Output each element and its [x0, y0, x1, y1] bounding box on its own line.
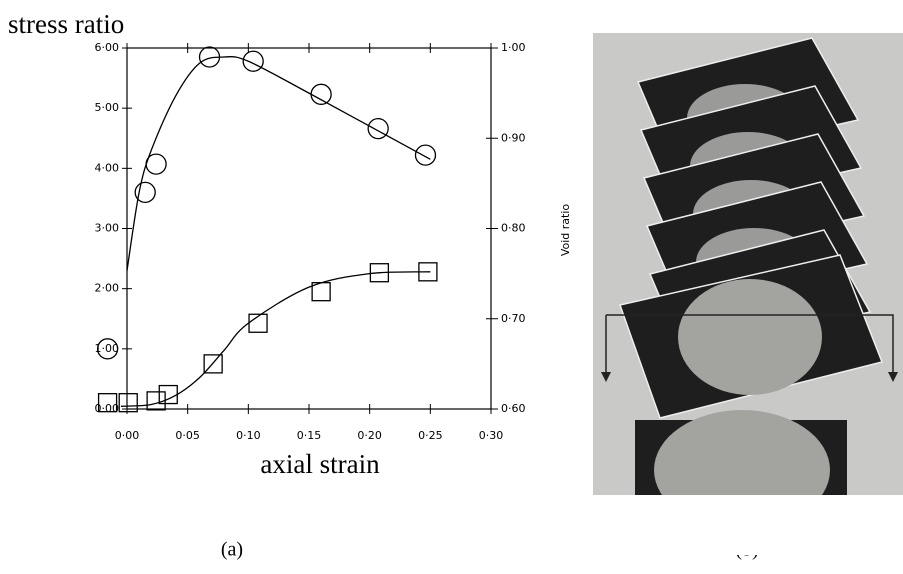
x-tick-label: 0·10	[236, 429, 261, 442]
circle-marker	[134, 181, 156, 204]
x-tick-label: 0·30	[479, 429, 504, 442]
circle-marker	[96, 338, 119, 360]
y2-tick-label: 0·90	[501, 131, 526, 144]
photo-cover	[593, 495, 903, 555]
x-tick-label: 0·20	[357, 429, 382, 442]
circle-marker	[242, 50, 264, 72]
y2-tick-label: 1·00	[501, 41, 526, 54]
circle-marker	[310, 83, 332, 105]
circle-marker	[414, 144, 437, 166]
y-tick-label: 4·00	[95, 161, 120, 174]
square-marker	[248, 313, 268, 333]
circle-marker	[198, 46, 221, 68]
square-marker	[369, 263, 390, 283]
plot-frame	[126, 47, 492, 410]
square-marker	[158, 384, 178, 405]
y2-axis-label: Void ratio	[559, 204, 572, 257]
square-marker	[418, 262, 438, 282]
ct-slices-photo	[593, 33, 903, 555]
x-axis-label: axial strain	[260, 449, 380, 479]
arrow-head	[888, 372, 898, 382]
fit-curve	[126, 55, 431, 271]
x-tick-label: 0·15	[297, 429, 322, 442]
y-tick-label: 1·00	[95, 342, 120, 355]
caption: (a)	[221, 539, 243, 561]
y-tick-label: 6·00	[95, 41, 120, 54]
square-marker	[203, 354, 223, 374]
y-tick-label: 2·00	[95, 282, 120, 295]
chart-title: stress ratio	[8, 9, 124, 39]
x-tick-label: 0·00	[115, 429, 140, 442]
x-tick-label: 0·05	[175, 429, 200, 442]
square-marker	[146, 391, 166, 411]
y2-tick-label: 0·70	[501, 312, 526, 325]
y-tick-label: 3·00	[95, 222, 120, 235]
square-marker	[311, 282, 331, 302]
x-tick-label: 0·25	[418, 429, 443, 442]
y2-tick-label: 0·60	[501, 402, 526, 415]
arrow-head	[601, 372, 611, 382]
circle-marker	[367, 117, 389, 140]
square-marker	[118, 393, 138, 413]
y-tick-label: 5·00	[95, 101, 120, 114]
y2-tick-label: 0·80	[501, 222, 526, 235]
circle-marker	[145, 153, 167, 175]
square-marker	[97, 393, 118, 413]
ct-section	[678, 279, 822, 395]
arrow	[606, 314, 894, 375]
